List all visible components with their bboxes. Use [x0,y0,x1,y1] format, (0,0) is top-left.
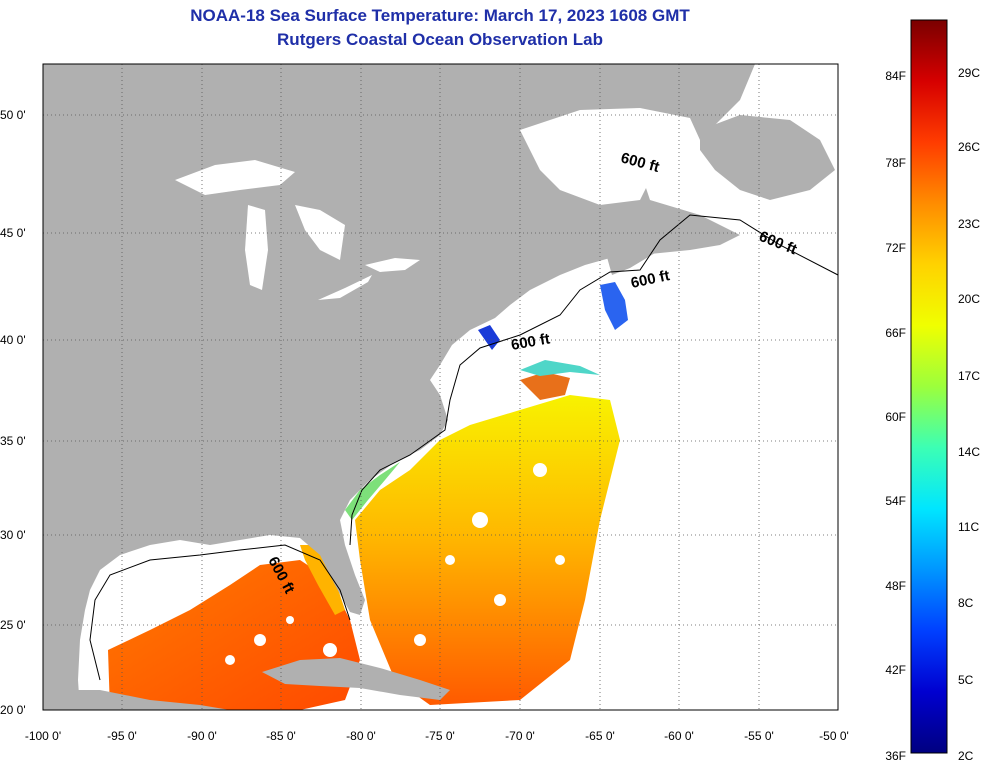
florida-coast-sst [300,545,345,615]
slope-water-sst [520,360,600,376]
gulf-of-st-lawrence [520,108,700,205]
colorbar-f-label: 84F [885,69,906,83]
map-frame [42,63,839,711]
colorbar-c-label: 29C [958,66,980,80]
north-america-landmass [43,64,755,710]
colorbar-f-label: 78F [885,156,906,170]
lat-tick-label: 20 0' [0,703,26,717]
lake-huron [295,205,345,260]
lat-tick-label: 50 0' [0,108,26,122]
colorbar-f-label: 36F [885,749,906,763]
colorbar-fahrenheit-labels: 84F 78F 72F 66F 60F 54F 48F 42F 36F [885,69,906,763]
lat-tick-label: 35 0' [0,434,26,448]
longitude-axis: -100 0' -95 0' -90 0' -85 0' -80 0' -75 … [25,729,849,743]
cloud-mask-specks [225,463,565,665]
colorbar-c-label: 5C [958,673,974,687]
lon-tick-label: -90 0' [187,729,217,743]
colorbar-c-label: 2C [958,749,974,763]
lat-tick-label: 40 0' [0,333,26,347]
colorbar-scale [910,19,948,754]
lake-erie [318,275,372,300]
colorbar-f-label: 54F [885,494,906,508]
colorbar-f-label: 72F [885,241,906,255]
colorbar-c-label: 23C [958,217,980,231]
atlantic-sst-field [355,395,620,705]
lake-michigan [245,205,268,290]
map-content [43,64,838,710]
isobath-600ft-gulf [89,544,351,681]
lat-tick-label: 25 0' [0,618,26,632]
lat-tick-label: 45 0' [0,226,26,240]
contour-label: 600 ft [510,330,552,354]
lake-superior [175,160,295,195]
gulf-stream-warm-patch [520,372,570,400]
lon-tick-label: -60 0' [664,729,694,743]
colorbar-celsius-labels: 29C 26C 23C 20C 17C 14C 11C 8C 5C 2C [958,66,980,763]
colorbar-f-label: 60F [885,410,906,424]
map-title: NOAA-18 Sea Surface Temperature: March 1… [190,6,690,25]
colorbar-c-label: 20C [958,292,980,306]
gulf-of-maine-sst [600,282,628,330]
colorbar-f-label: 66F [885,326,906,340]
lon-tick-label: -65 0' [585,729,615,743]
lon-tick-label: -85 0' [266,729,296,743]
isobath-600ft-atlantic [349,214,838,546]
lat-tick-label: 30 0' [0,528,26,542]
grid-lines [43,64,838,710]
carolina-shelf-sst [345,462,400,520]
colorbar-c-label: 8C [958,596,974,610]
lon-tick-label: -80 0' [346,729,376,743]
map-subtitle: Rutgers Coastal Ocean Observation Lab [277,30,603,49]
cuba [262,658,450,700]
lon-tick-label: -75 0' [425,729,455,743]
lon-tick-label: -55 0' [744,729,774,743]
lon-tick-label: -95 0' [107,729,137,743]
newfoundland [700,115,835,200]
lon-tick-label: -70 0' [505,729,535,743]
colorbar-f-label: 48F [885,579,906,593]
lake-ontario [365,258,420,272]
yucatan [43,690,230,710]
colorbar: 84F 78F 72F 66F 60F 54F 48F 42F 36F 29C … [885,19,980,763]
lon-tick-label: -50 0' [819,729,849,743]
colorbar-f-label: 42F [885,663,906,677]
latitude-axis: 50 0' 45 0' 40 0' 35 0' 30 0' 25 0' 20 0… [0,108,26,717]
colorbar-c-label: 26C [958,140,980,154]
colorbar-c-label: 17C [958,369,980,383]
colorbar-c-label: 11C [958,520,979,534]
nova-scotia [605,222,700,275]
lon-tick-label: -100 0' [25,729,61,743]
colorbar-c-label: 14C [958,445,980,459]
